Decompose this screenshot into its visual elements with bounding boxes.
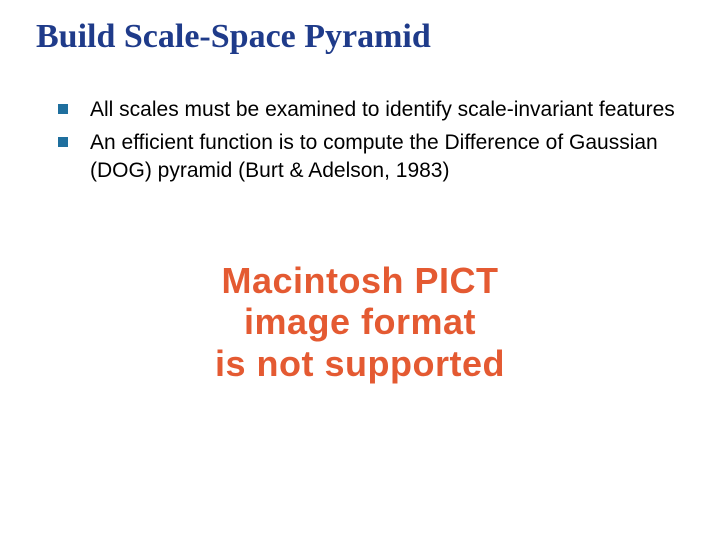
bullet-item: All scales must be examined to identify … <box>58 96 680 123</box>
pict-line: is not supported <box>215 343 505 384</box>
pict-line: image format <box>215 301 505 342</box>
bullet-text: All scales must be examined to identify … <box>90 96 680 123</box>
bullet-item: An efficient function is to compute the … <box>58 129 680 184</box>
slide-title: Build Scale-Space Pyramid <box>36 18 684 56</box>
bullet-text: An efficient function is to compute the … <box>90 129 680 184</box>
square-bullet-icon <box>58 137 68 147</box>
square-bullet-icon <box>58 104 68 114</box>
slide: Build Scale-Space Pyramid All scales mus… <box>0 0 720 540</box>
bullet-list: All scales must be examined to identify … <box>58 96 680 190</box>
pict-line: Macintosh PICT <box>215 260 505 301</box>
pict-placeholder: Macintosh PICT image format is not suppo… <box>215 260 505 384</box>
